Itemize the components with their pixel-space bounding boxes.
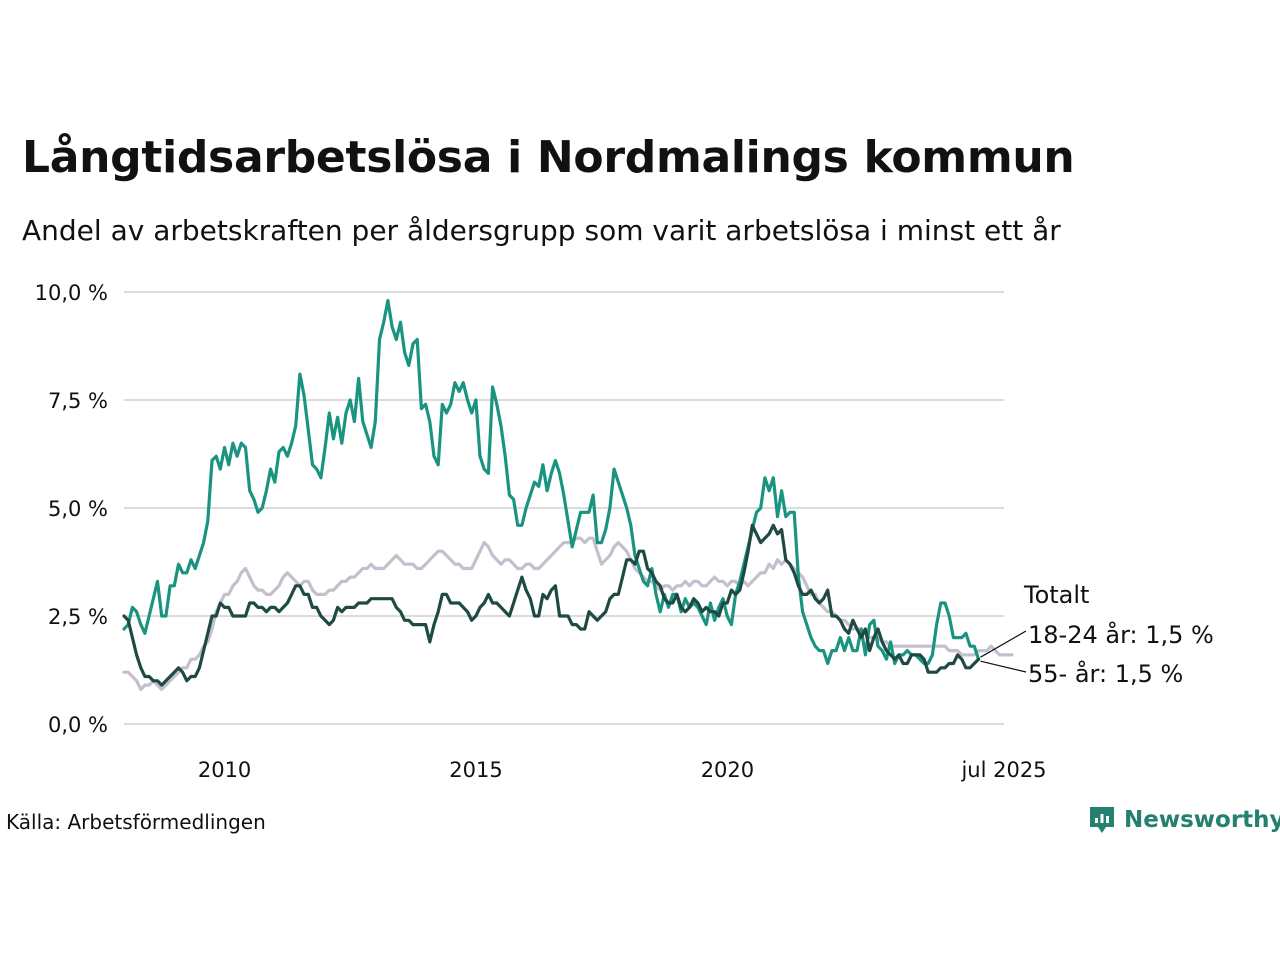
y-tick-label: 10,0 % xyxy=(35,281,108,305)
page-title: Långtidsarbetslösa i Nordmalings kommun xyxy=(22,132,1075,183)
y-tick-label: 5,0 % xyxy=(48,497,108,521)
y-tick-label: 0,0 % xyxy=(48,713,108,737)
series-label: 55- år: 1,5 % xyxy=(1028,659,1183,688)
brand-name: Newsworthy xyxy=(1124,807,1280,833)
x-tick-label: 2010 xyxy=(198,758,251,782)
x-tick-label: 2020 xyxy=(701,758,754,782)
chart-subtitle: Andel av arbetskraften per åldersgrupp s… xyxy=(22,214,1061,247)
leader-line xyxy=(980,630,1027,658)
y-tick-label: 2,5 % xyxy=(48,605,108,629)
series-line-totalt xyxy=(122,536,1014,692)
leader-line xyxy=(980,660,1027,673)
newsworthy-logo-icon xyxy=(1090,807,1114,833)
series-label: 18-24 år: 1,5 % xyxy=(1028,620,1214,649)
brand-logo: Newsworthy xyxy=(1088,805,1280,835)
series-line-18-24-r xyxy=(122,299,981,666)
series-label: Totalt xyxy=(1023,581,1089,609)
series-line-55-r xyxy=(122,523,981,687)
x-tick-label: 2015 xyxy=(449,758,502,782)
source-note: Källa: Arbetsförmedlingen xyxy=(6,810,266,834)
y-tick-label: 7,5 % xyxy=(48,389,108,413)
x-tick-label: jul 2025 xyxy=(960,758,1046,782)
